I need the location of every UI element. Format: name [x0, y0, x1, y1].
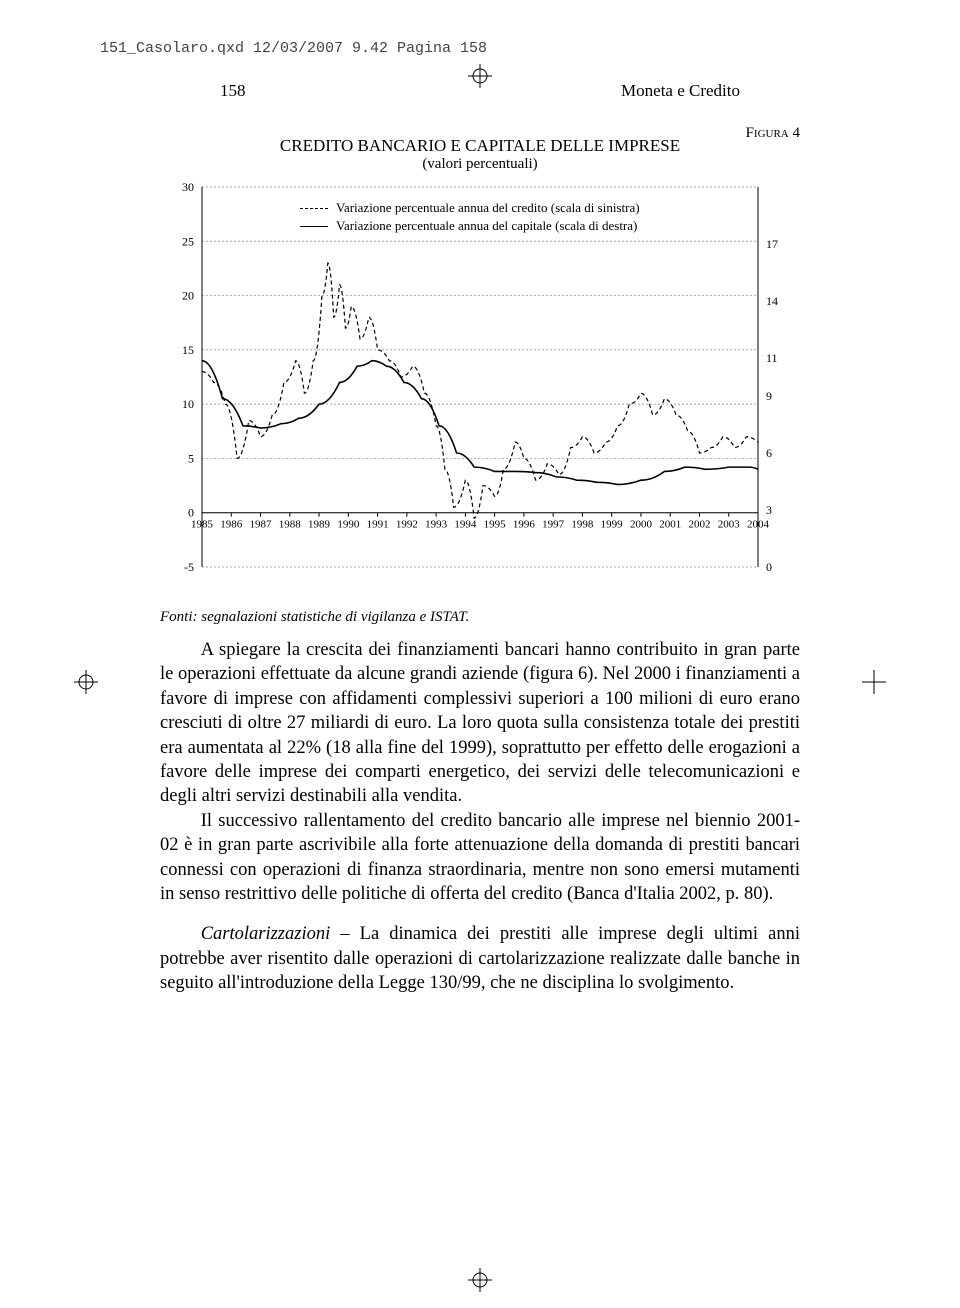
svg-text:-5: -5 — [184, 560, 194, 574]
svg-text:5: 5 — [188, 451, 194, 465]
svg-text:1991: 1991 — [367, 519, 389, 531]
paragraph-2: Il successivo rallentamento del credito … — [160, 809, 800, 907]
svg-text:1995: 1995 — [484, 519, 507, 531]
svg-text:1989: 1989 — [308, 519, 331, 531]
svg-text:1993: 1993 — [425, 519, 448, 531]
svg-text:1990: 1990 — [337, 519, 360, 531]
svg-text:0: 0 — [188, 506, 194, 520]
svg-text:1994: 1994 — [454, 519, 477, 531]
svg-text:0: 0 — [766, 560, 772, 574]
svg-text:1999: 1999 — [601, 519, 624, 531]
crop-mark-left — [74, 670, 98, 694]
svg-text:14: 14 — [766, 294, 778, 308]
svg-text:1998: 1998 — [571, 519, 594, 531]
figure-title: CREDITO BANCARIO E CAPITALE DELLE IMPRES… — [160, 136, 800, 156]
figure-subtitle: (valori percentuali) — [160, 156, 800, 173]
paragraph-3-lead: Cartolarizzazioni — [201, 924, 331, 944]
page: 151_Casolaro.qxd 12/03/2007 9.42 Pagina … — [0, 0, 960, 1308]
chart-svg: 1985 1986 1987 1988 1989 1990 1991 1992 1993 1994… — [160, 177, 800, 607]
svg-text:15: 15 — [182, 343, 194, 357]
legend-credito: Variazione percentuale annua del credito… — [300, 199, 640, 217]
crop-mark-bottom — [468, 1268, 492, 1292]
chart: 1985 1986 1987 1988 1989 1990 1991 1992 1993 1994… — [160, 177, 800, 607]
chart-legend: Variazione percentuale annua del credito… — [300, 199, 640, 235]
svg-text:3: 3 — [766, 503, 772, 517]
svg-text:20: 20 — [182, 289, 194, 303]
running-head: 158 Moneta e Credito — [220, 81, 740, 101]
legend-swatch-solid — [300, 226, 328, 227]
paragraph-1: A spiegare la crescita dei finanziamenti… — [160, 638, 800, 809]
body-text: A spiegare la crescita dei finanziamenti… — [160, 638, 800, 996]
figure-label: Figura 4 — [746, 125, 800, 142]
svg-text:1996: 1996 — [513, 519, 536, 531]
legend-capitale: Variazione percentuale annua del capital… — [300, 217, 640, 235]
svg-text:1986: 1986 — [220, 519, 243, 531]
figure-source: Fonti: segnalazioni statistiche di vigil… — [160, 609, 800, 626]
svg-text:11: 11 — [766, 351, 778, 365]
figure-4: Figura 4 CREDITO BANCARIO E CAPITALE DEL… — [160, 125, 800, 607]
print-header-stamp: 151_Casolaro.qxd 12/03/2007 9.42 Pagina … — [100, 40, 860, 57]
crop-mark-right — [862, 670, 886, 694]
svg-text:2001: 2001 — [659, 519, 681, 531]
svg-text:30: 30 — [182, 180, 194, 194]
svg-text:1997: 1997 — [542, 519, 565, 531]
svg-text:10: 10 — [182, 397, 194, 411]
legend-credito-label: Variazione percentuale annua del credito… — [336, 199, 640, 217]
svg-text:2002: 2002 — [688, 519, 710, 531]
svg-text:1985: 1985 — [191, 519, 214, 531]
legend-swatch-dashed — [300, 208, 328, 209]
svg-text:1992: 1992 — [396, 519, 418, 531]
svg-text:1988: 1988 — [279, 519, 302, 531]
svg-text:6: 6 — [766, 446, 772, 460]
svg-text:9: 9 — [766, 389, 772, 403]
svg-text:2004: 2004 — [747, 519, 770, 531]
svg-text:2000: 2000 — [630, 519, 653, 531]
legend-capitale-label: Variazione percentuale annua del capital… — [336, 217, 637, 235]
paragraph-3: Cartolarizzazioni – La dinamica dei pres… — [160, 922, 800, 995]
running-title: Moneta e Credito — [621, 81, 740, 101]
page-number: 158 — [220, 81, 246, 101]
svg-text:25: 25 — [182, 234, 194, 248]
svg-text:1987: 1987 — [250, 519, 273, 531]
svg-text:2003: 2003 — [718, 519, 741, 531]
svg-text:17: 17 — [766, 237, 778, 251]
